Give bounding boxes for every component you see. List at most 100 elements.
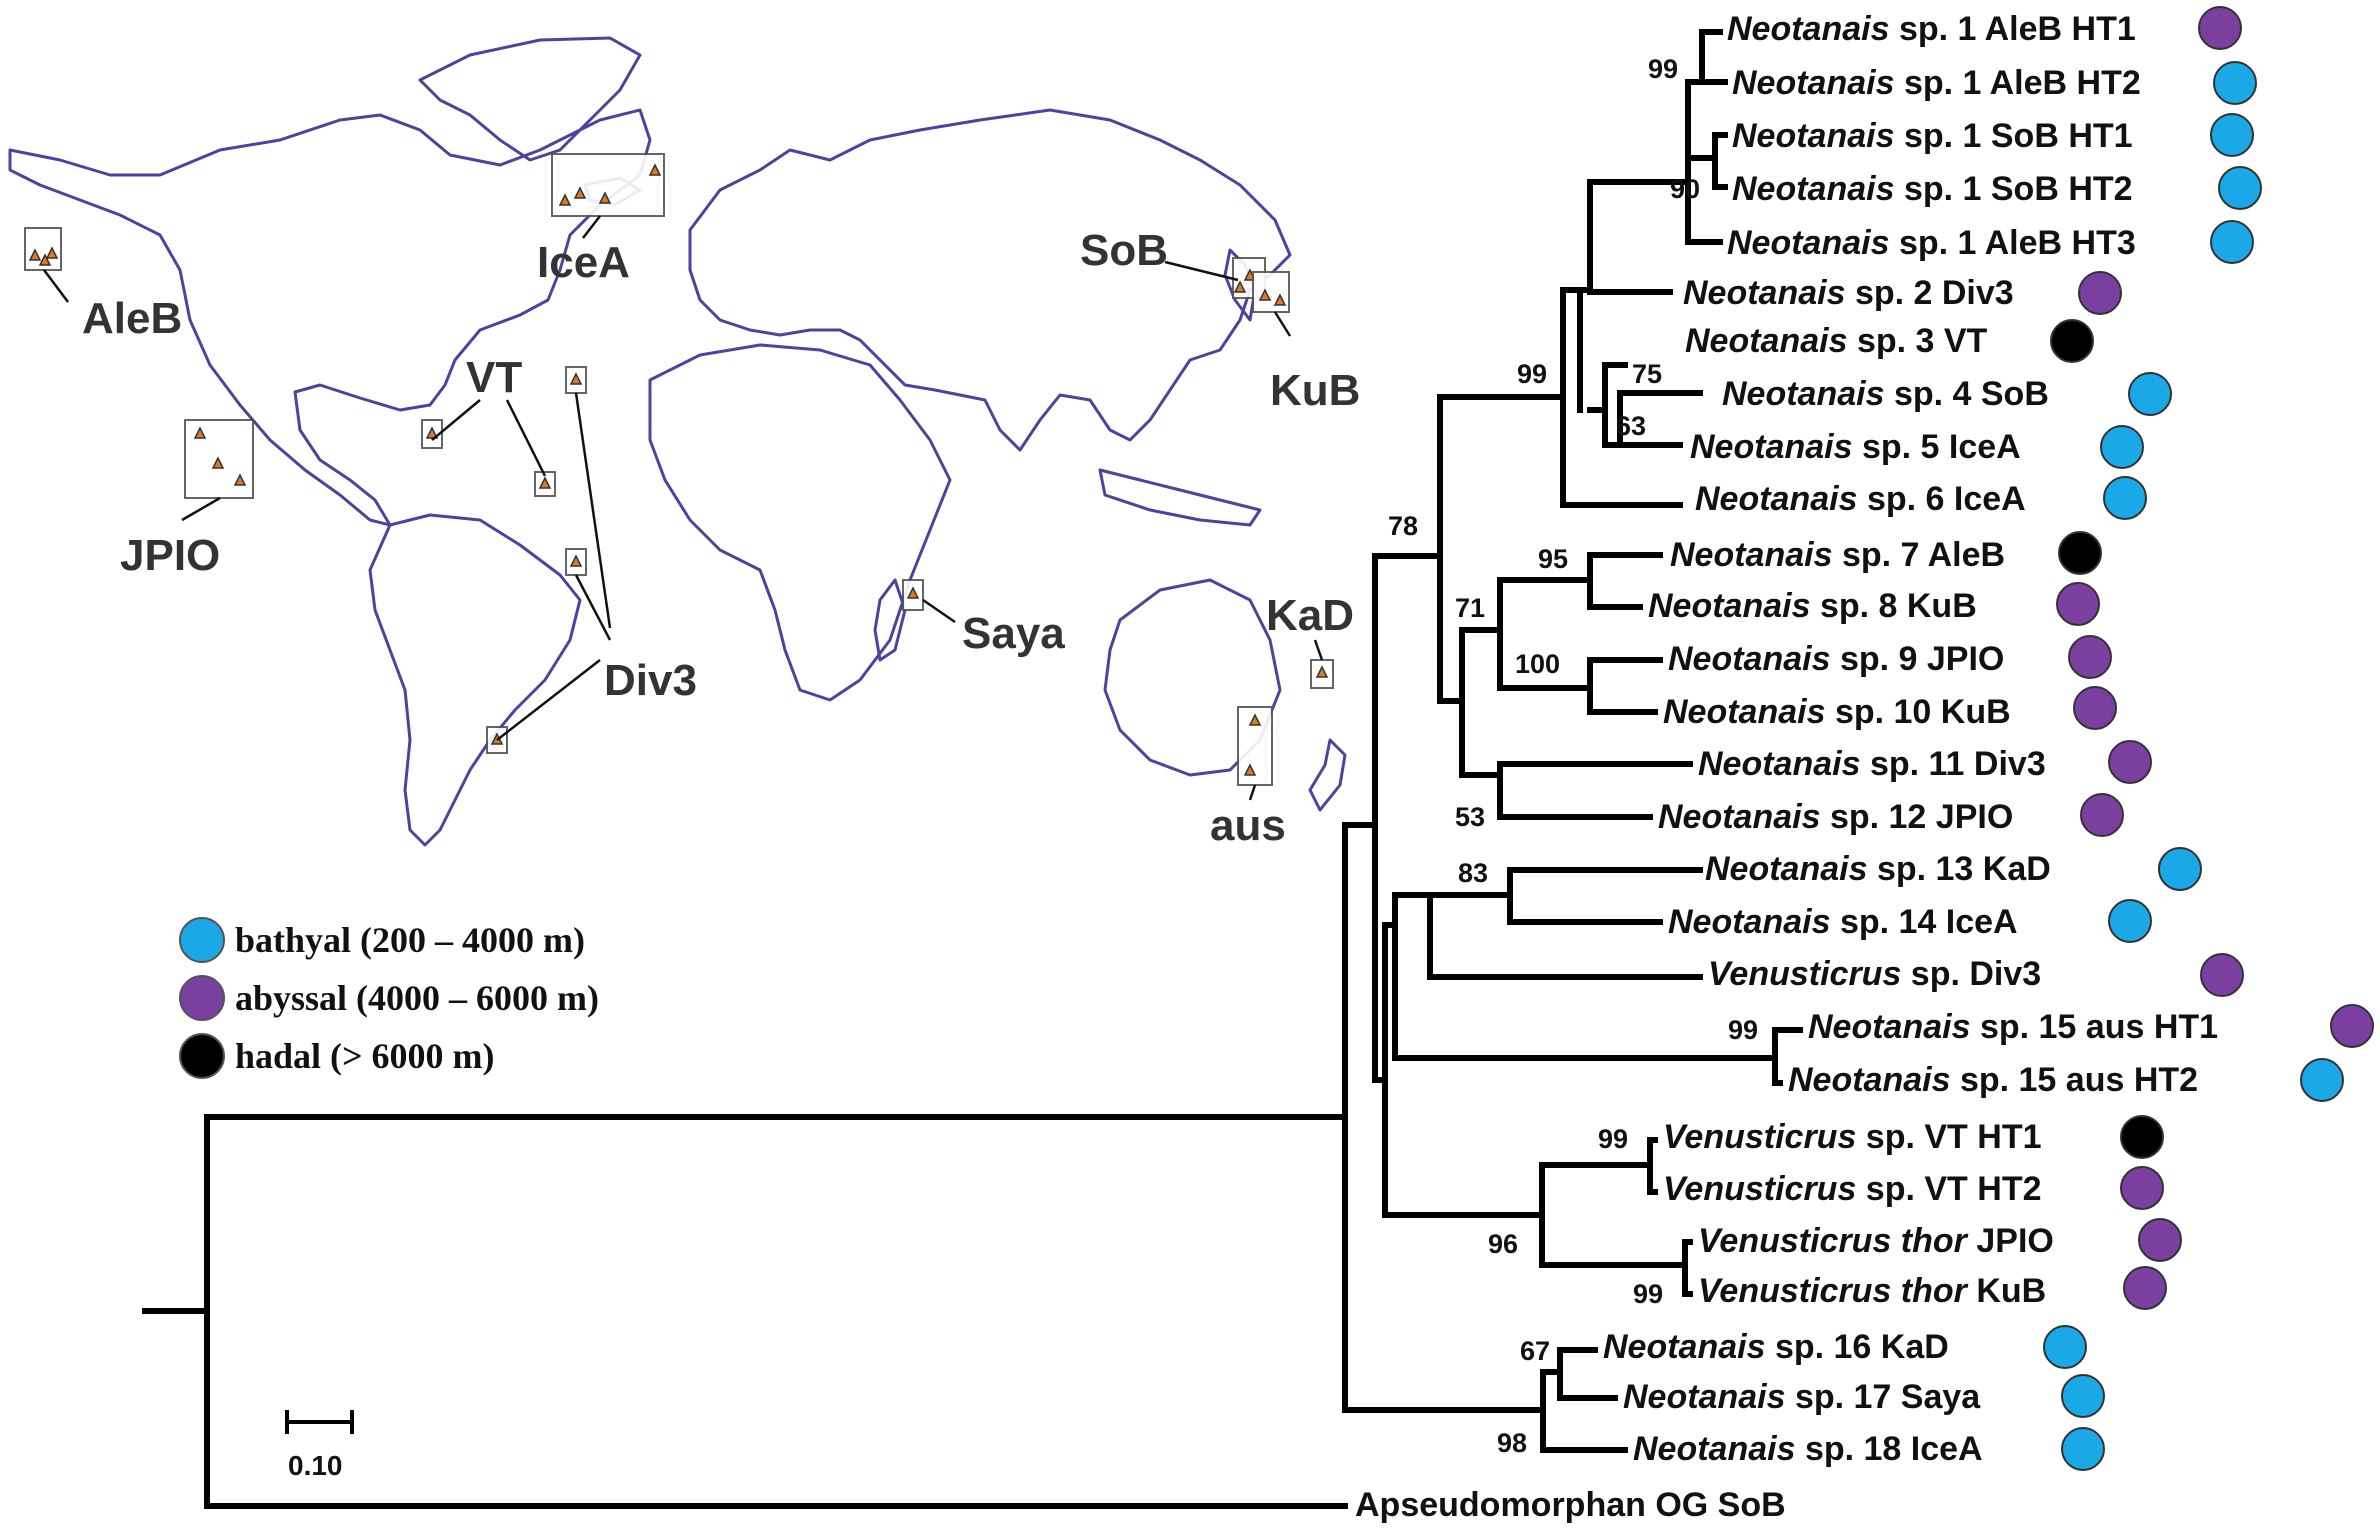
depth-dots	[2043, 6, 2374, 1471]
legend: bathyal (200 – 4000 m) abyssal (4000 – 6…	[179, 917, 599, 1079]
depth-dot	[2210, 220, 2254, 264]
map-leaders	[43, 215, 1324, 801]
tip-label: Apseudomorphan OG SoB	[1355, 1486, 1786, 1524]
depth-dot	[2078, 271, 2122, 315]
depth-dot	[2050, 319, 2094, 363]
tip-label: Neotanais sp. 10 KuB	[1663, 693, 2011, 731]
bootstrap-value: 100	[1515, 649, 1560, 679]
site-jpio	[184, 419, 254, 499]
tip-label: Neotanais sp. 18 IceA	[1633, 1430, 1983, 1468]
map-sites	[24, 153, 1334, 786]
bootstrap-value: 95	[1538, 544, 1568, 574]
depth-dot	[2120, 1115, 2164, 1159]
depth-dot	[2108, 740, 2152, 784]
map-label-vt: VT	[466, 353, 522, 402]
depth-dot	[2100, 425, 2144, 469]
map-label-aus: aus	[1210, 801, 1286, 850]
depth-dot	[2061, 1374, 2105, 1418]
depth-dot	[2058, 531, 2102, 575]
legend-bathyal-swatch	[179, 917, 225, 963]
depth-dot	[2128, 372, 2172, 416]
tip-label: Neotanais sp. 11 Div3	[1698, 745, 2046, 783]
bootstrap-value: 96	[1488, 1229, 1518, 1259]
tip-label: Venusticrus sp. VT HT1	[1663, 1118, 2042, 1156]
tip-label: Neotanais sp. 2 Div3	[1683, 274, 2014, 312]
scale-bar-label: 0.10	[288, 1450, 343, 1481]
legend-abyssal-swatch	[179, 975, 225, 1021]
bootstrap-value: 99	[1728, 1015, 1758, 1045]
map-label-saya: Saya	[962, 609, 1065, 658]
new-zealand-outline	[1308, 738, 1347, 812]
depth-dot	[2213, 61, 2257, 105]
tip-labels: Neotanais sp. 1 AleB HT1 Neotanais sp. 1…	[1355, 10, 2218, 1524]
depth-dot	[2068, 635, 2112, 679]
site-kub	[1252, 271, 1290, 313]
site-aus	[1237, 706, 1273, 786]
map-label-aleb: AleB	[82, 294, 182, 343]
tip-label: Neotanais sp. 14 IceA	[1668, 903, 2018, 941]
tip-label: Neotanais sp. 1 AleB HT2	[1732, 64, 2141, 102]
bootstrap-value: 71	[1455, 593, 1485, 623]
legend-hadal-swatch	[179, 1033, 225, 1079]
tip-label: Venusticrus thor KuB	[1698, 1272, 2046, 1310]
tip-label: Neotanais sp. 12 JPIO	[1658, 798, 2013, 836]
map-label-jpio: JPIO	[120, 531, 220, 580]
depth-dot	[2073, 686, 2117, 730]
legend-bathyal-label: bathyal (200 – 4000 m)	[235, 920, 585, 960]
map-labels: AleB IceA SoB KuB VT JPIO Div3 Saya KaD …	[82, 226, 1360, 850]
tip-label: Neotanais sp. 17 Saya	[1623, 1378, 1981, 1416]
bootstrap-value: 67	[1520, 1336, 1550, 1366]
depth-dot	[2103, 476, 2147, 520]
bootstrap-value: 90	[1670, 174, 1700, 204]
map-label-div3: Div3	[604, 656, 697, 705]
bootstrap-labels: 99 90 99 75 63 78 95 71 100 53 83 99 99 …	[1388, 54, 1758, 1458]
depth-dot	[2330, 1004, 2374, 1048]
depth-dot	[2218, 166, 2262, 210]
scale-bar: 0.10	[285, 1410, 354, 1481]
tip-label: Venusticrus thor JPIO	[1698, 1222, 2054, 1260]
site-vt	[421, 419, 556, 497]
bootstrap-value: 75	[1632, 359, 1662, 389]
depth-dot	[2120, 1166, 2164, 1210]
south-america-outline	[368, 513, 582, 847]
depth-dot	[2158, 847, 2202, 891]
tip-label: Neotanais sp. 6 IceA	[1695, 480, 2026, 518]
bootstrap-value: 99	[1517, 359, 1547, 389]
se-asia-islands-outline	[1098, 468, 1262, 527]
map-label-kub: KuB	[1270, 366, 1360, 415]
bootstrap-value: 99	[1598, 1124, 1628, 1154]
greenland-outline	[418, 36, 642, 162]
site-aleb	[24, 227, 62, 271]
tip-label: Venusticrus sp. VT HT2	[1663, 1170, 2042, 1208]
depth-dot	[2200, 953, 2244, 997]
map-label-icea: IceA	[537, 238, 630, 287]
tip-label: Neotanais sp. 15 aus HT2	[1788, 1061, 2198, 1099]
tip-label: Neotanais sp. 1 SoB HT1	[1732, 117, 2133, 155]
legend-abyssal-label: abyssal (4000 – 6000 m)	[235, 978, 599, 1018]
map-label-sob: SoB	[1080, 226, 1168, 275]
tip-label: Neotanais sp. 7 AleB	[1670, 536, 2005, 574]
depth-dot	[2123, 1266, 2167, 1310]
tip-label: Venusticrus sp. Div3	[1708, 955, 2041, 993]
tip-label: Neotanais sp. 8 KuB	[1648, 587, 1977, 625]
bootstrap-value: 78	[1388, 511, 1418, 541]
tip-label: Neotanais sp. 1 AleB HT3	[1727, 224, 2136, 262]
depth-dot	[2138, 1218, 2182, 1262]
depth-dot	[2056, 582, 2100, 626]
tip-label: Neotanais sp. 15 aus HT1	[1808, 1008, 2218, 1046]
bootstrap-value: 99	[1648, 54, 1678, 84]
tip-label: Neotanais sp. 5 IceA	[1690, 428, 2021, 466]
map-label-kad: KaD	[1266, 591, 1354, 640]
bootstrap-value: 83	[1458, 858, 1488, 888]
bootstrap-value: 98	[1497, 1428, 1527, 1458]
tip-label: Neotanais sp. 13 KaD	[1705, 850, 2051, 888]
site-kad	[1310, 659, 1334, 689]
legend-hadal-label: hadal (> 6000 m)	[235, 1036, 495, 1076]
tree-branches	[142, 29, 1803, 1509]
tip-label: Neotanais sp. 3 VT	[1685, 322, 1988, 360]
tip-label: Neotanais sp. 1 SoB HT2	[1732, 170, 2133, 208]
bootstrap-value: 53	[1455, 802, 1485, 832]
bootstrap-value: 63	[1616, 411, 1646, 441]
depth-dot	[2061, 1427, 2105, 1471]
